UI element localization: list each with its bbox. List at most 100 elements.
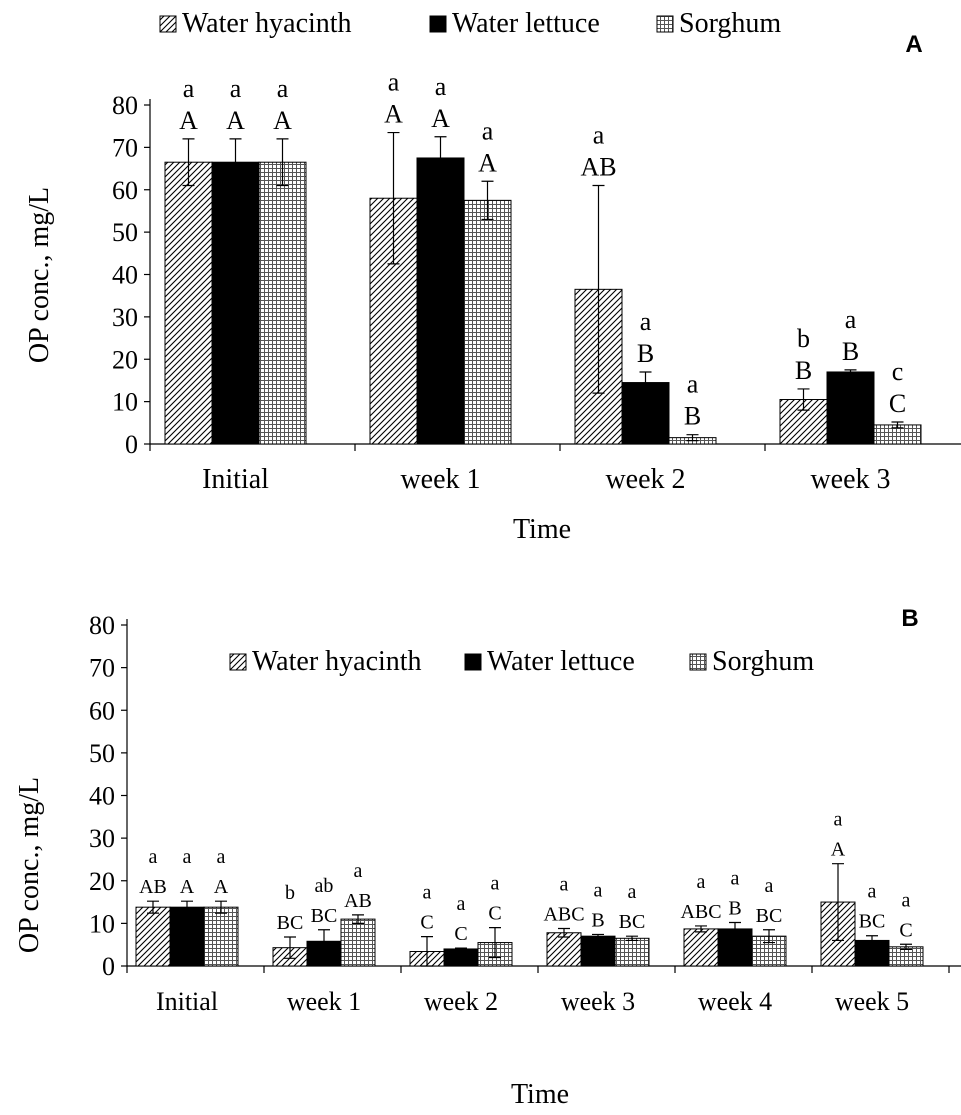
significance-letter-upper-case: AB	[580, 153, 616, 182]
significance-letter-lower-case: a	[765, 875, 774, 897]
error-bar	[182, 138, 195, 187]
bar	[164, 161, 213, 445]
significance-letter-lower-case: a	[217, 846, 226, 868]
legend-swatch	[656, 15, 674, 33]
error-bar	[215, 900, 227, 914]
significance-letter-lower-case: a	[687, 370, 699, 399]
significance-letter-lower-case: a	[731, 868, 740, 890]
bar	[751, 935, 787, 967]
y-tick-label: 20	[89, 867, 115, 896]
significance-letter-upper-case: C	[420, 912, 433, 934]
y-tick-label: 60	[89, 696, 115, 725]
y-tick-label: 10	[89, 909, 115, 938]
y-axis-label-a: OP conc., mg/L	[24, 187, 55, 363]
error-bar	[558, 927, 570, 938]
panel-letter-b: B	[901, 605, 918, 632]
significance-letter-upper-case: A	[384, 100, 403, 129]
significance-letter-upper-case: B	[637, 339, 654, 368]
significance-letter-lower-case: a	[230, 74, 242, 103]
significance-letter-upper-case: A	[179, 106, 198, 135]
bar	[211, 161, 260, 445]
significance-letter-upper-case: BC	[311, 905, 338, 927]
x-tick-label: Initial	[156, 987, 218, 1016]
significance-letter-upper-case: B	[591, 909, 604, 931]
bar	[443, 948, 479, 967]
significance-letter-upper-case: C	[889, 389, 906, 418]
error-bar	[797, 388, 810, 411]
bar	[258, 161, 307, 445]
significance-letter-upper-case: A	[831, 839, 846, 861]
significance-letter-lower-case: a	[560, 873, 569, 895]
y-tick-label: 80	[89, 611, 115, 640]
error-bar	[352, 914, 364, 924]
significance-letter-lower-case: a	[834, 809, 843, 831]
legend-label: Water lettuce	[487, 646, 635, 677]
significance-letter-upper-case: A	[180, 876, 195, 898]
y-tick-label: 0	[125, 430, 138, 459]
error-bar	[147, 900, 159, 914]
significance-letter-upper-case: B	[795, 356, 812, 385]
chart-panel-a: Water hyacinth Water lettuce Sorghum A OP …	[24, 8, 961, 545]
significance-letter-lower-case: a	[640, 307, 652, 336]
error-bar	[844, 369, 857, 375]
error-bar	[592, 184, 605, 394]
significance-letter-lower-case: a	[697, 871, 706, 893]
significance-letter-lower-case: a	[868, 881, 877, 903]
significance-letter-lower-case: a	[423, 882, 432, 904]
error-bar	[592, 933, 604, 939]
bar	[135, 906, 171, 967]
significance-letter-lower-case: a	[594, 879, 603, 901]
significance-letter-lower-case: a	[277, 74, 289, 103]
error-bar	[181, 900, 193, 914]
bar	[463, 199, 512, 445]
significance-letter-lower-case: a	[388, 68, 400, 97]
significance-letter-lower-case: b	[797, 324, 810, 353]
plot-area-a: 0 10 20 30 40 50 60 70 80 Initial week 1 week 2 week…	[112, 68, 961, 495]
y-tick-label: 70	[112, 133, 138, 162]
x-tick-label: week 3	[561, 987, 635, 1016]
y-tick-label: 0	[102, 952, 115, 981]
legend-label: Sorghum	[679, 8, 781, 39]
significance-letter-upper-case: B	[728, 898, 741, 920]
error-bar	[763, 929, 775, 944]
legend-label: Water lettuce	[452, 8, 600, 39]
x-axis-label-a: Time	[513, 514, 571, 545]
legend-swatch	[159, 15, 177, 33]
x-tick-label: week 2	[605, 464, 685, 495]
bar	[826, 371, 875, 445]
significance-letter-lower-case: a	[482, 116, 494, 145]
significance-letter-upper-case: BC	[619, 911, 646, 933]
error-bar	[729, 921, 741, 936]
significance-letter-lower-case: c	[892, 357, 904, 386]
bar	[580, 935, 616, 967]
error-bar	[455, 947, 467, 951]
x-tick-label: week 1	[287, 987, 361, 1016]
error-bar	[695, 925, 707, 933]
significance-letter-upper-case: AB	[139, 876, 167, 898]
y-tick-label: 10	[112, 388, 138, 417]
error-bar	[284, 936, 296, 959]
legend-swatch	[229, 653, 247, 671]
legend-label: Sorghum	[712, 646, 814, 677]
bar	[169, 906, 205, 967]
bar	[546, 932, 582, 967]
significance-letter-lower-case: a	[183, 846, 192, 868]
error-bar	[639, 371, 652, 394]
y-tick-label: 30	[112, 303, 138, 332]
significance-letter-upper-case: ABC	[543, 903, 584, 925]
y-tick-label: 20	[112, 345, 138, 374]
y-axis-label-b: OP conc., mg/L	[14, 777, 45, 953]
significance-letter-lower-case: a	[149, 846, 158, 868]
y-tick-label: 70	[89, 654, 115, 683]
x-tick-label: Initial	[202, 464, 269, 495]
significance-letter-lower-case: a	[902, 889, 911, 911]
error-bar	[481, 180, 494, 221]
bar	[203, 906, 239, 967]
error-bar	[276, 138, 289, 187]
significance-letter-lower-case: a	[593, 121, 605, 150]
legend-swatch	[689, 653, 707, 671]
x-tick-label: week 4	[698, 987, 772, 1016]
significance-letter-upper-case: A	[214, 876, 229, 898]
y-tick-label: 50	[89, 739, 115, 768]
